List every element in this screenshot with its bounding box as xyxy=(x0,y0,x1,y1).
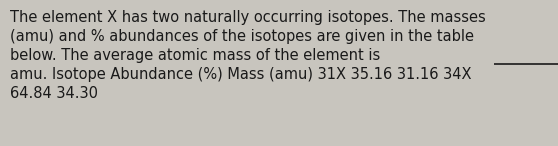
Text: below. The average atomic mass of the element is: below. The average atomic mass of the el… xyxy=(10,48,385,63)
Text: 64.84 34.30: 64.84 34.30 xyxy=(10,86,98,101)
Text: amu. Isotope Abundance (%) Mass (amu) 31X 35.16 31.16 34X: amu. Isotope Abundance (%) Mass (amu) 31… xyxy=(10,67,472,82)
Text: The element X has two naturally occurring isotopes. The masses: The element X has two naturally occurrin… xyxy=(10,10,486,25)
Text: (amu) and % abundances of the isotopes are given in the table: (amu) and % abundances of the isotopes a… xyxy=(10,29,474,44)
